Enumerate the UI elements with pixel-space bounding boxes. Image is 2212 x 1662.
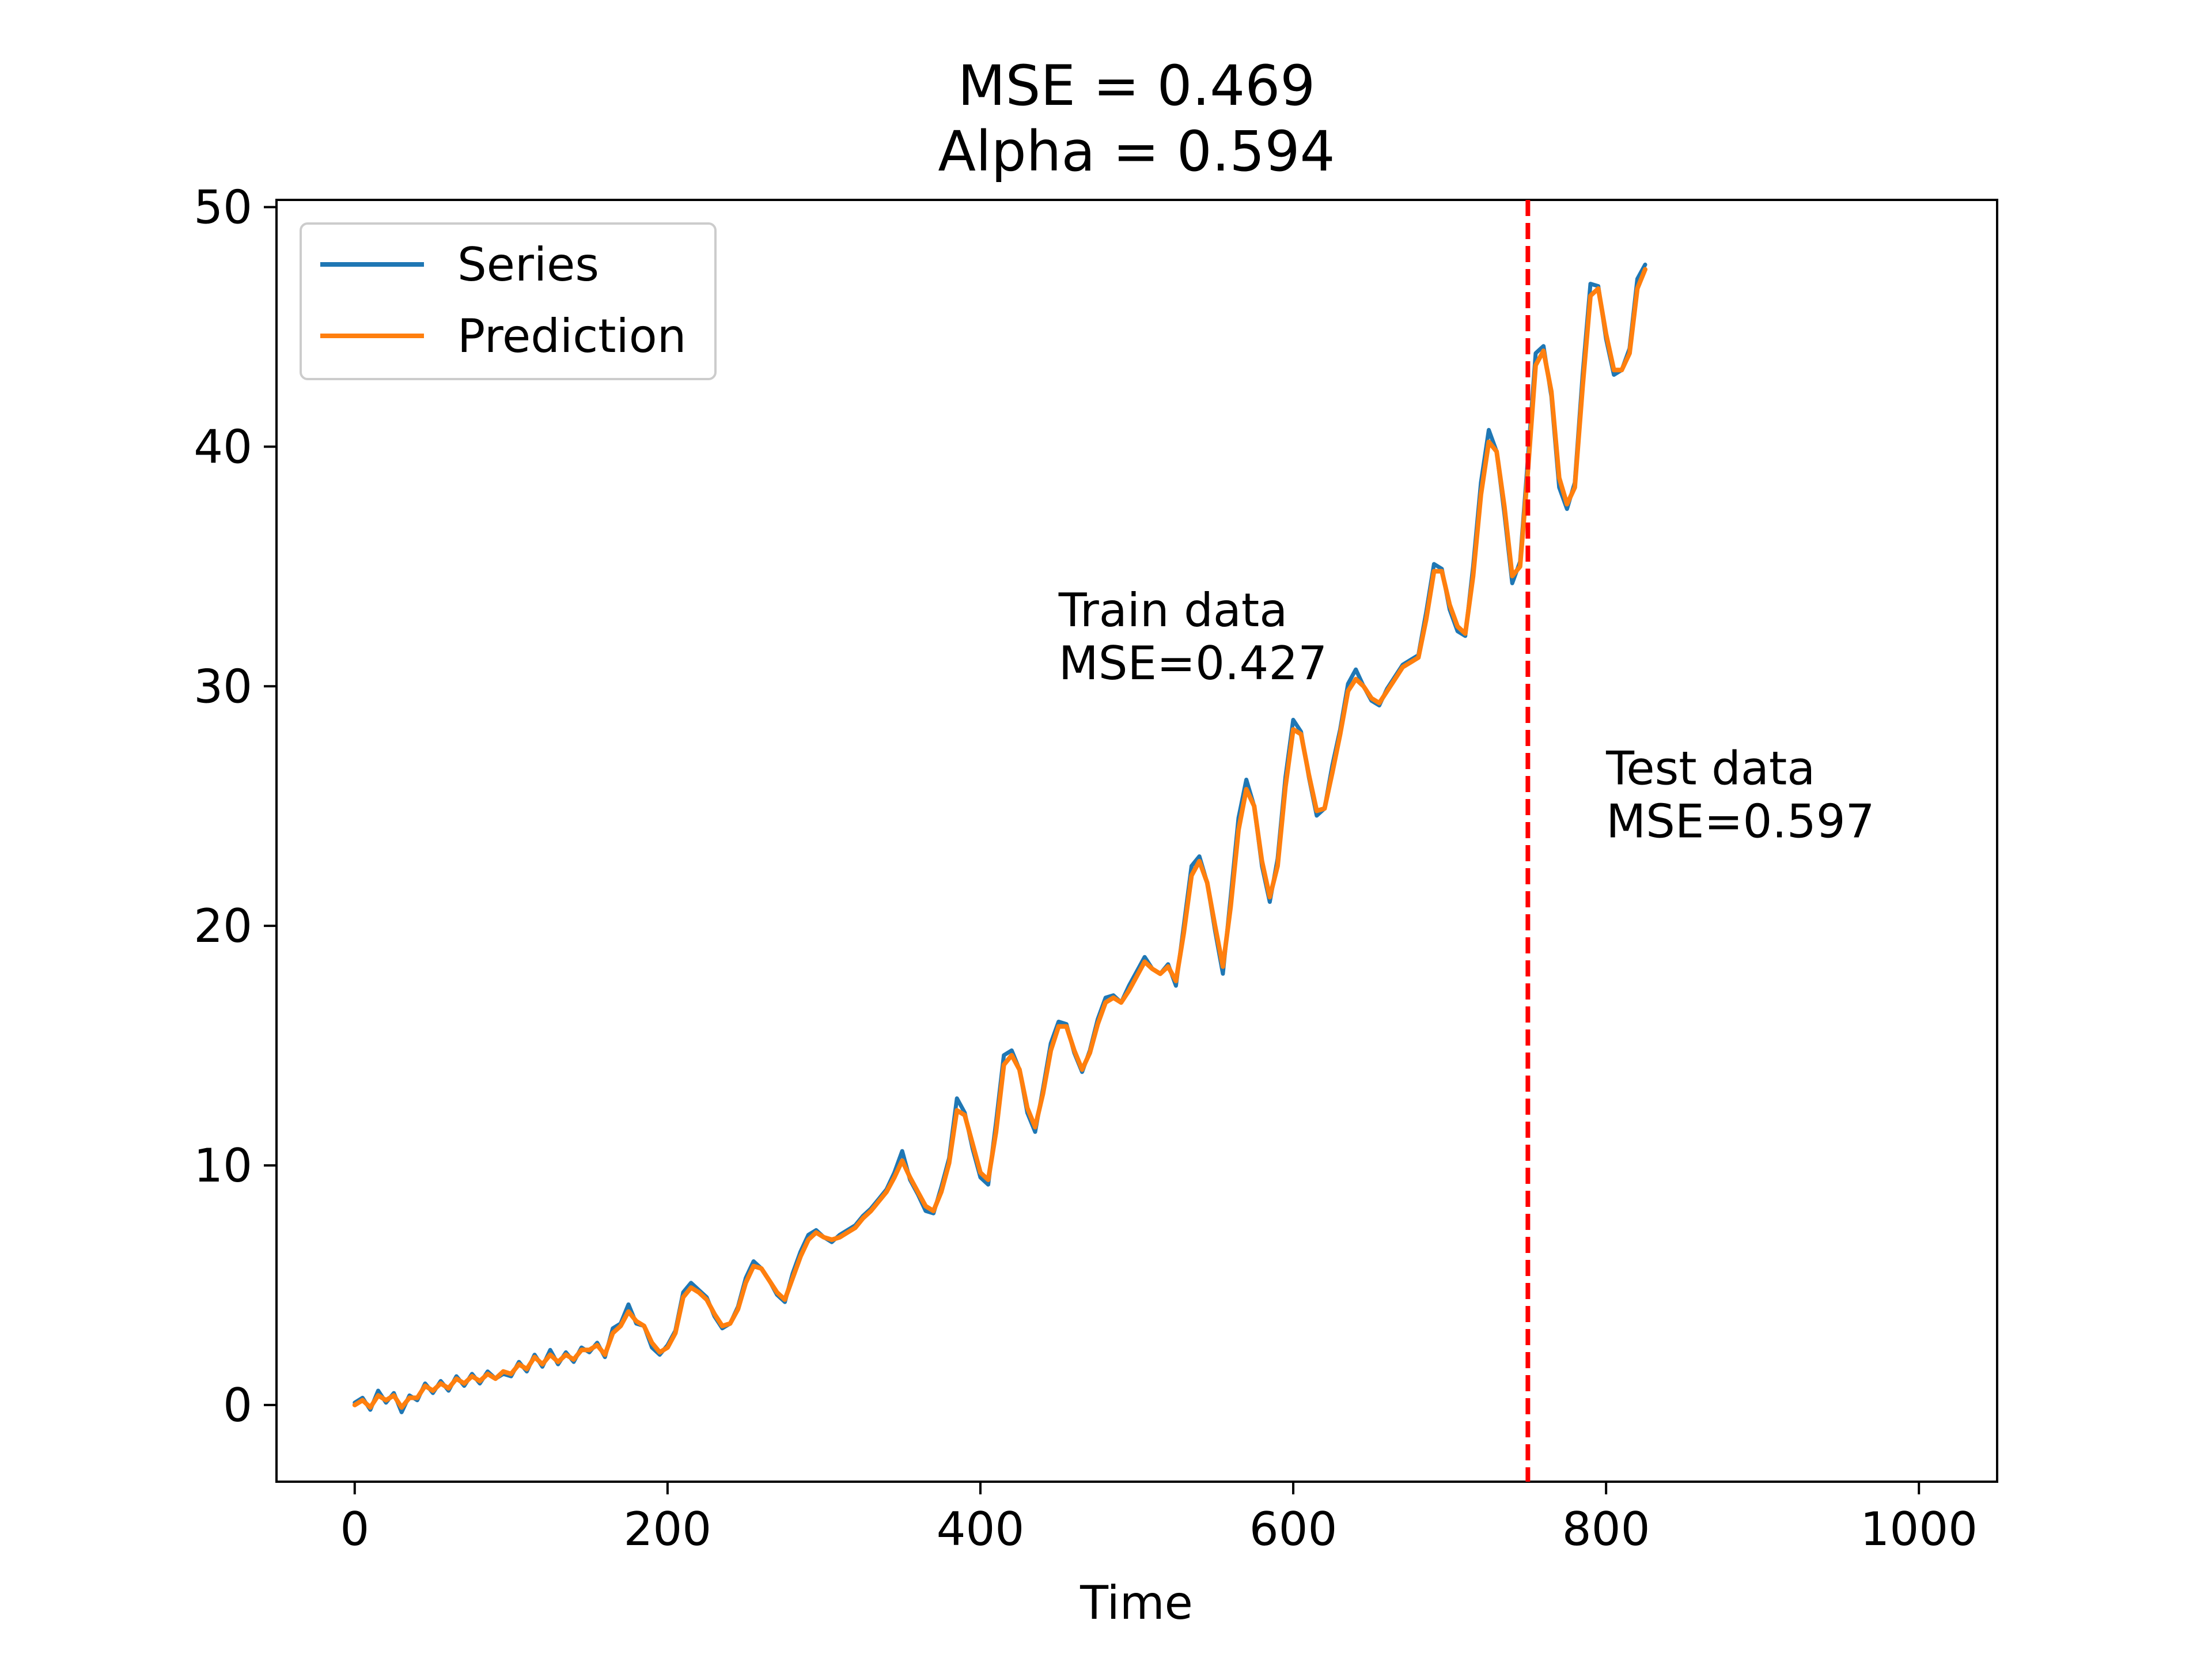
y-tick-label: 10 xyxy=(194,1139,252,1192)
plot-area-frame xyxy=(275,199,1998,1483)
chart-title-line-1: MSE = 0.469 xyxy=(958,54,1316,118)
y-tick-label: 30 xyxy=(194,660,252,713)
x-tick-label: 800 xyxy=(1562,1502,1650,1556)
x-tick-label: 0 xyxy=(340,1502,369,1556)
y-tick-label: 0 xyxy=(223,1379,252,1432)
x-tick-label: 600 xyxy=(1249,1502,1338,1556)
x-axis-ticks: 0 200 400 600 800 1000 xyxy=(340,1482,1978,1556)
y-tick-label: 40 xyxy=(194,420,252,474)
x-tick-label: 1000 xyxy=(1860,1502,1978,1556)
x-tick-label: 200 xyxy=(624,1502,712,1556)
x-tick-label: 400 xyxy=(937,1502,1025,1556)
series-layer xyxy=(352,262,1647,1414)
y-tick-label: 20 xyxy=(194,899,252,953)
x-axis-label: Time xyxy=(1080,1576,1193,1630)
legend-label-prediction: Prediction xyxy=(457,309,686,363)
legend: Series Prediction xyxy=(300,222,717,380)
annotation-train-line-2: MSE=0.427 xyxy=(1059,637,1327,690)
legend-label-series: Series xyxy=(457,238,599,291)
annotation-test-line-2: MSE=0.597 xyxy=(1606,794,1874,848)
annotation-test-line-1: Test data xyxy=(1605,741,1815,795)
annotation-train-line-1: Train data xyxy=(1058,584,1288,637)
series-line-prediction xyxy=(352,267,1647,1410)
chart-title-line-2: Alpha = 0.594 xyxy=(938,119,1335,184)
annotations: Train data MSE=0.427 Test data MSE=0.597 xyxy=(1058,584,1875,848)
y-tick-label: 50 xyxy=(194,180,252,234)
y-axis-ticks: 0 10 20 30 40 50 xyxy=(194,180,276,1432)
